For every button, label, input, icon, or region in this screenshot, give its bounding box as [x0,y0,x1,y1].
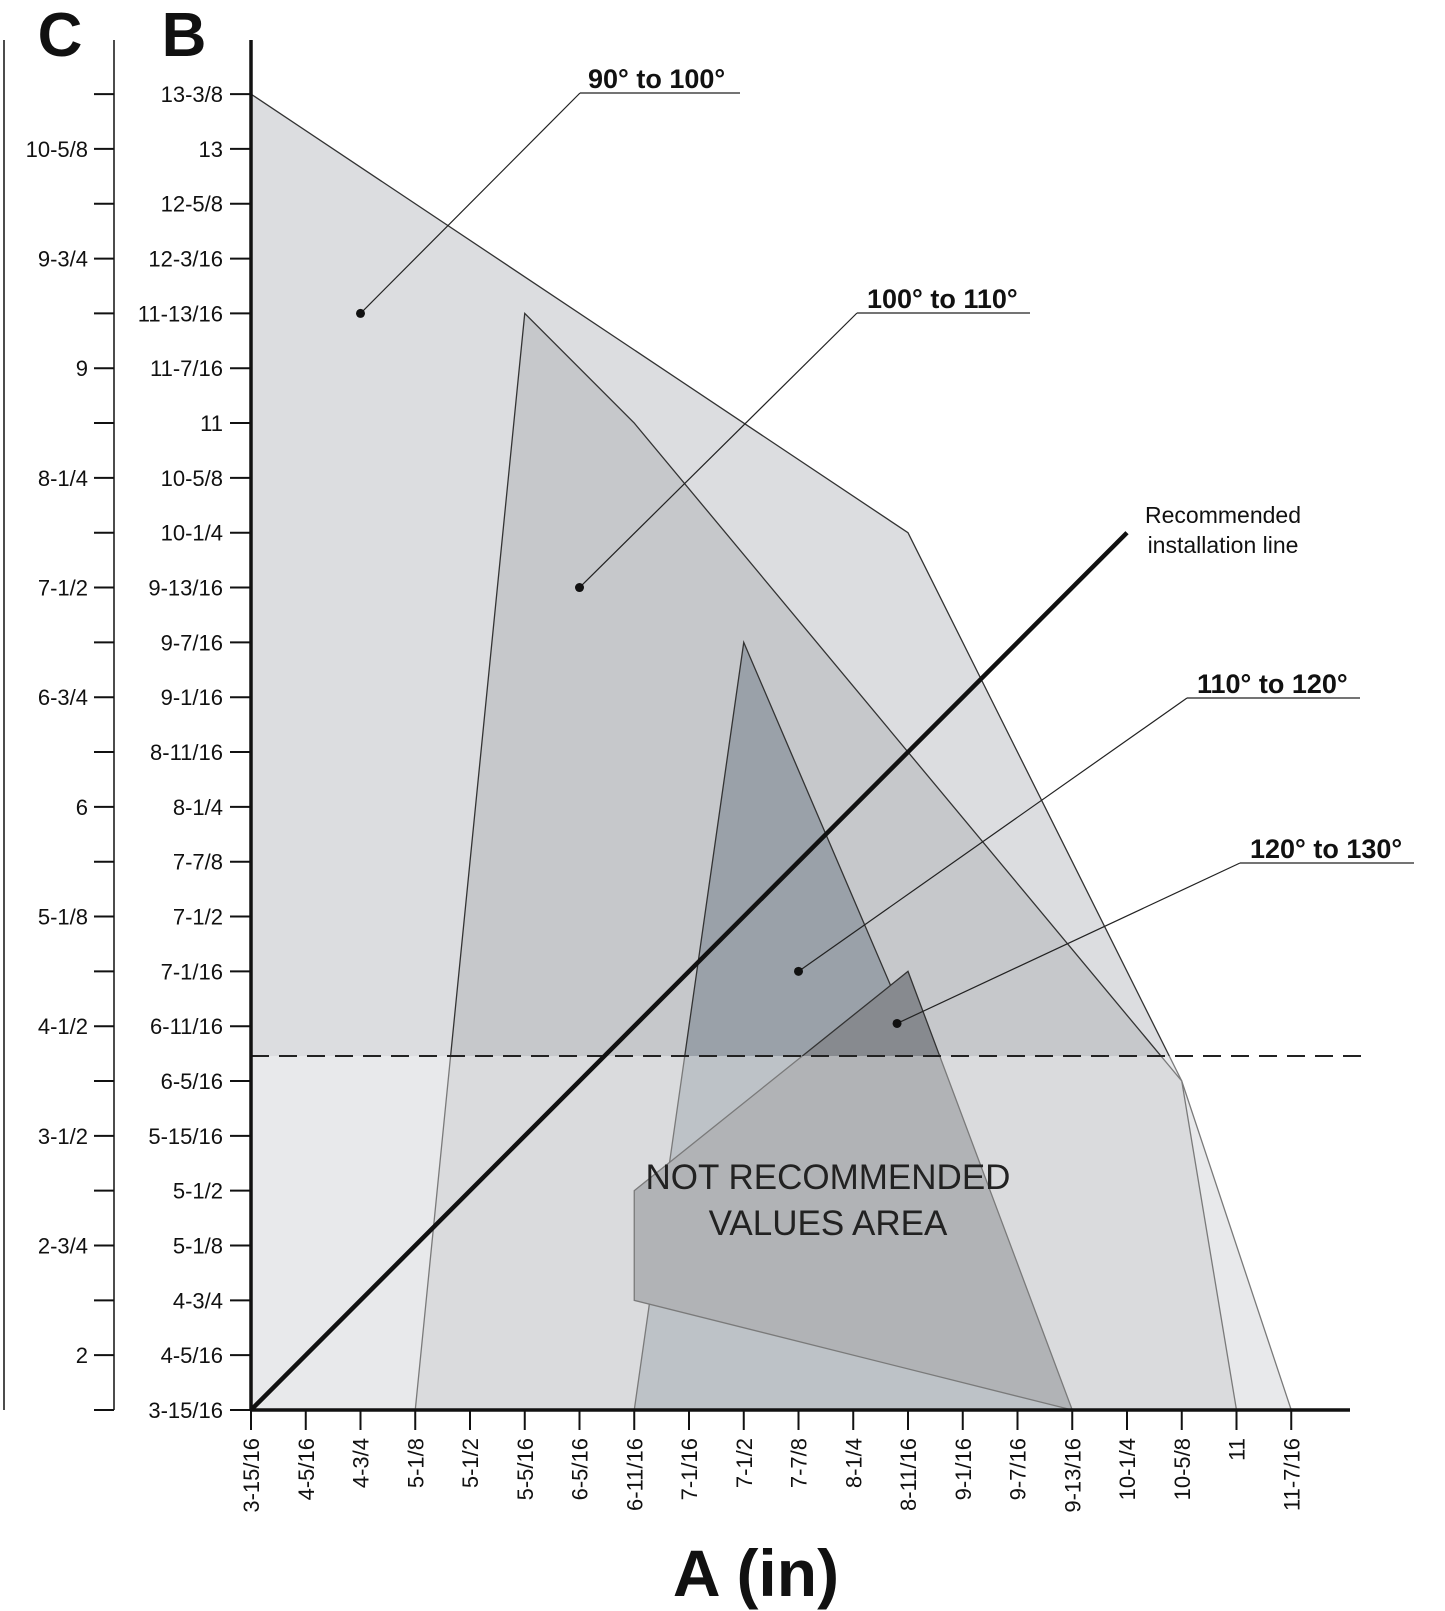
b-tick-label: 3-15/16 [148,1398,223,1423]
b-tick-label: 11-13/16 [138,301,223,326]
regions-layer [250,92,1293,1411]
region-2-dot [575,583,584,593]
b-tick-label: 11 [200,411,223,436]
c-tick-label: 8-1/4 [38,466,88,491]
x-tick-label: 11 [1225,1438,1250,1461]
x-tick-label: 6-11/16 [622,1438,647,1511]
region-3-leader-line [798,697,1188,972]
b-tick-label: 12-3/16 [148,247,223,272]
b-tick-label: 9-1/16 [161,685,223,710]
x-tick-label: 3-15/16 [239,1438,264,1513]
region-4-polygon [633,970,1074,1411]
x-tick-label: 10-5/8 [1170,1438,1195,1500]
not-recommended-label-line1: NOT RECOMMENDED [646,1158,1011,1197]
x-tick-label: 8-11/16 [896,1438,921,1511]
c-tick-label: 4-1/2 [38,1014,88,1039]
b-tick-label: 6-11/16 [150,1014,223,1039]
x-tick-label: 4-3/4 [349,1438,374,1488]
c-tick-label: 7-1/2 [38,576,88,601]
region-3-label: 110° to 120° [1197,669,1348,699]
labels-layer: 3-15/16 4-5/16 4-3/4 5-1/8 5-1/2 5-5/16 6-5/16… [26,64,1403,1513]
region-2-leader-line [579,312,858,588]
axes-layer [3,40,1350,1430]
b-tick-label: 6-5/16 [161,1069,223,1094]
x-tick-label: 6-5/16 [568,1438,593,1500]
c-tick-label: 9 [76,356,88,381]
not-recommended-area [251,1056,1292,1410]
b-axis-letter: B [162,1,207,70]
b-tick-label: 11-7/16 [150,356,223,381]
region-3-dot [794,966,803,976]
b-tick-label: 5-1/8 [173,1234,223,1259]
b-tick-label: 10-1/4 [161,521,223,546]
x-tick-label: 9-13/16 [1060,1438,1085,1513]
b-tick-label: 5-1/2 [173,1179,223,1204]
b-tick-label: 7-1/16 [161,959,223,984]
b-tick-label: 10-5/8 [161,466,223,491]
recommended-installation-line [249,531,1129,1412]
recommended-line-label-line2: installation line [1148,532,1299,558]
x-axis-title: A (in) [673,1536,839,1610]
c-tick-label: 9-3/4 [38,247,88,272]
b-tick-label: 4-3/4 [173,1288,223,1313]
b-tick-label: 13 [199,137,223,162]
b-tick-label: 4-5/16 [161,1343,223,1368]
b-tick-label: 9-13/16 [148,576,223,601]
x-tick-label: 7-1/2 [732,1438,757,1488]
c-tick-label: 6 [76,795,88,820]
region-4-leader-line [896,862,1241,1024]
b-tick-label: 5-15/16 [148,1124,223,1149]
c-axis-letter: C [38,1,83,70]
b-tick-label: 9-7/16 [161,630,223,655]
b-tick-label: 12-5/8 [161,192,223,217]
x-tick-label: 7-1/16 [677,1438,702,1500]
x-tick-label: 7-7/8 [787,1438,812,1488]
lines-layer [249,92,1414,1412]
b-tick-label: 13-3/8 [161,82,223,107]
c-tick-label: 2 [76,1343,88,1368]
c-tick-label: 5-1/8 [38,905,88,930]
x-tick-label: 9-7/16 [1006,1438,1031,1500]
region-1-leader-line [360,92,581,314]
c-tick-label: 10-5/8 [26,137,88,162]
x-tick-label: 8-1/4 [841,1438,866,1488]
x-tick-label: 5-5/16 [513,1438,538,1500]
c-tick-label: 6-3/4 [38,685,88,710]
b-tick-label: 7-7/8 [173,850,223,875]
c-tick-label: 2-3/4 [38,1234,88,1259]
b-tick-label: 8-1/4 [173,795,223,820]
region-2-label: 100° to 110° [867,284,1018,314]
x-tick-label: 5-1/2 [458,1438,483,1488]
region-1-label: 90° to 100° [588,64,725,94]
not-recommended-label-line2: VALUES AREA [709,1204,948,1243]
b-tick-label: 7-1/2 [173,905,223,930]
x-tick-label: 10-1/4 [1115,1438,1140,1500]
not-recommended-overlay [251,1056,1292,1410]
region-4-label: 120° to 130° [1250,834,1402,864]
x-tick-label: 4-5/16 [294,1438,319,1500]
recommended-line-label-line1: Recommended [1145,502,1301,528]
x-tick-label: 5-1/8 [403,1438,428,1488]
b-tick-label: 8-11/16 [150,740,223,765]
x-tick-label: 9-1/16 [951,1438,976,1500]
region-1-dot [356,308,365,318]
x-tick-label: 11-7/16 [1279,1438,1304,1511]
region-4-dot [892,1018,902,1028]
c-tick-label: 3-1/2 [38,1124,88,1149]
